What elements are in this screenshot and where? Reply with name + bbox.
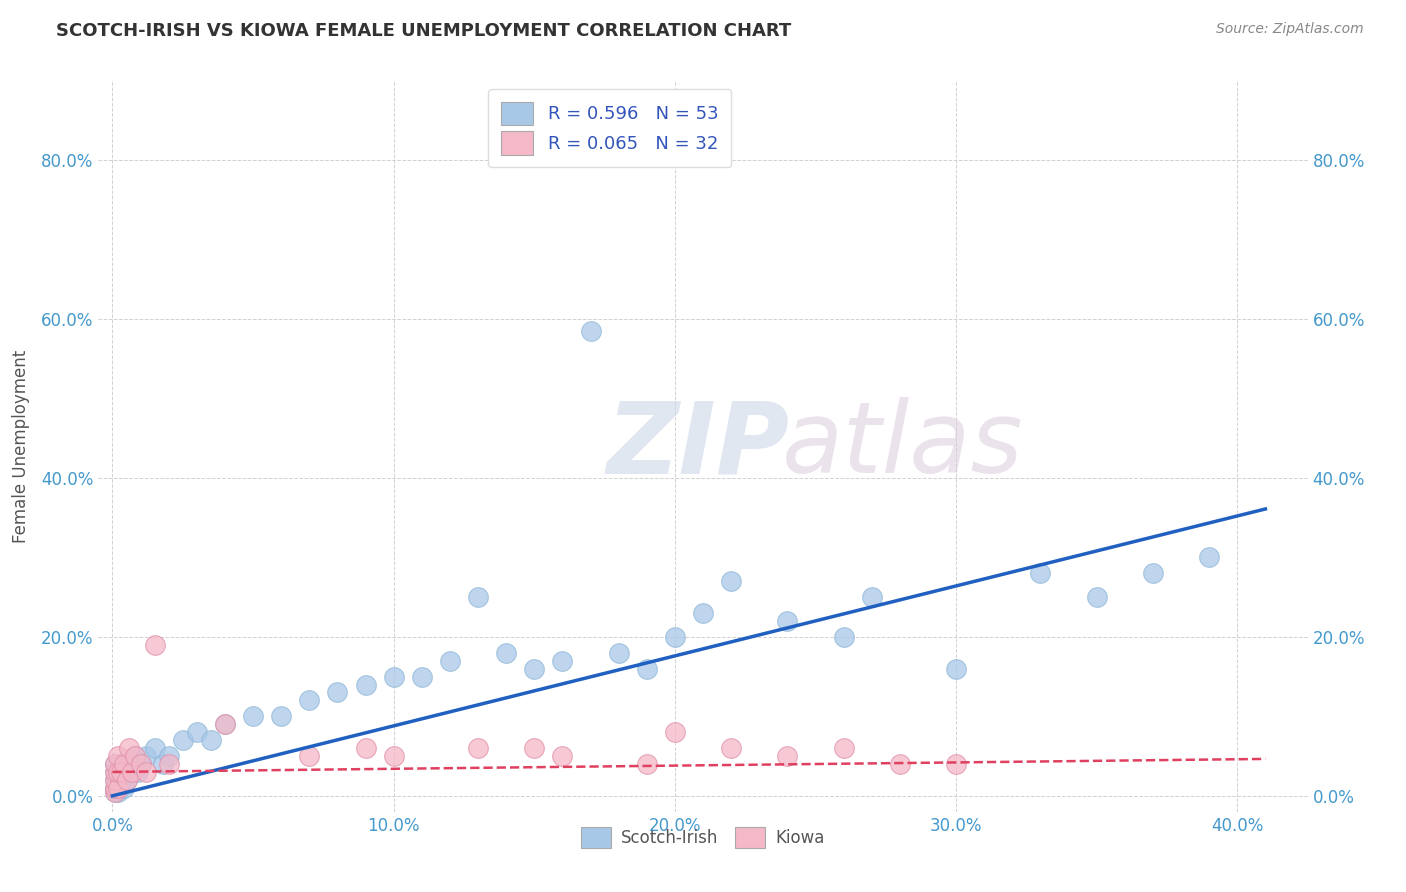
Text: Source: ZipAtlas.com: Source: ZipAtlas.com (1216, 22, 1364, 37)
Point (152, 757, 174, 772)
Point (692, 606, 714, 620)
Point (157, 757, 180, 772)
Point (214, 717, 236, 731)
Point (104, 772, 127, 787)
Point (1085, 590, 1108, 604)
Point (104, 764, 127, 779)
Point (127, 764, 149, 779)
Point (143, 741, 166, 756)
Point (104, 772, 127, 787)
Point (607, 646, 630, 660)
Point (110, 757, 132, 772)
Point (157, 749, 180, 764)
Point (104, 764, 127, 779)
Point (104, 785, 127, 799)
Point (107, 764, 129, 779)
Point (107, 780, 129, 795)
Point (636, 757, 658, 772)
Point (186, 725, 208, 739)
Point (523, 662, 546, 676)
Point (129, 757, 152, 772)
Point (720, 741, 742, 756)
Point (579, 324, 602, 338)
Point (112, 780, 135, 795)
Point (118, 764, 141, 779)
Point (776, 749, 799, 764)
Point (270, 709, 292, 723)
Point (115, 772, 138, 787)
Point (551, 654, 574, 668)
Point (129, 757, 152, 772)
Point (135, 764, 157, 779)
Point (124, 749, 146, 764)
Point (326, 685, 349, 699)
Point (720, 574, 742, 589)
Point (832, 630, 855, 644)
Point (411, 669, 433, 683)
Point (104, 780, 127, 795)
Point (135, 749, 157, 764)
Point (523, 741, 546, 756)
Point (121, 757, 143, 772)
Point (242, 709, 264, 723)
Point (945, 757, 967, 772)
Text: ZIP: ZIP (606, 398, 789, 494)
Point (112, 764, 135, 779)
Point (200, 733, 222, 747)
Point (495, 646, 517, 660)
Point (1198, 550, 1220, 565)
Point (104, 785, 127, 799)
Legend: Scotch-Irish, Kiowa: Scotch-Irish, Kiowa (575, 820, 831, 855)
Point (298, 693, 321, 707)
Point (107, 785, 129, 799)
Point (115, 757, 138, 772)
Point (382, 669, 405, 683)
Point (551, 749, 574, 764)
Point (860, 590, 883, 604)
Point (112, 757, 135, 772)
Point (382, 749, 405, 764)
Point (104, 757, 127, 772)
Point (354, 741, 377, 756)
Point (104, 780, 127, 795)
Point (776, 614, 799, 628)
Point (467, 590, 489, 604)
Point (110, 772, 132, 787)
Point (118, 741, 141, 756)
Point (945, 662, 967, 676)
Point (1142, 566, 1164, 581)
Point (143, 638, 166, 652)
Point (664, 725, 686, 739)
Point (172, 733, 194, 747)
Point (354, 677, 377, 691)
Point (107, 780, 129, 795)
Point (889, 757, 911, 772)
Point (214, 717, 236, 731)
Point (636, 662, 658, 676)
Point (124, 749, 146, 764)
Point (664, 630, 686, 644)
Point (298, 749, 321, 764)
Text: atlas: atlas (782, 398, 1024, 494)
Point (104, 757, 127, 772)
Point (832, 741, 855, 756)
Point (1029, 566, 1052, 581)
Point (439, 654, 461, 668)
Point (467, 741, 489, 756)
Point (107, 764, 129, 779)
Point (121, 764, 143, 779)
Point (110, 764, 132, 779)
Point (107, 749, 129, 764)
Point (115, 772, 138, 787)
Text: SCOTCH-IRISH VS KIOWA FEMALE UNEMPLOYMENT CORRELATION CHART: SCOTCH-IRISH VS KIOWA FEMALE UNEMPLOYMEN… (56, 22, 792, 40)
Y-axis label: Female Unemployment: Female Unemployment (11, 350, 30, 542)
